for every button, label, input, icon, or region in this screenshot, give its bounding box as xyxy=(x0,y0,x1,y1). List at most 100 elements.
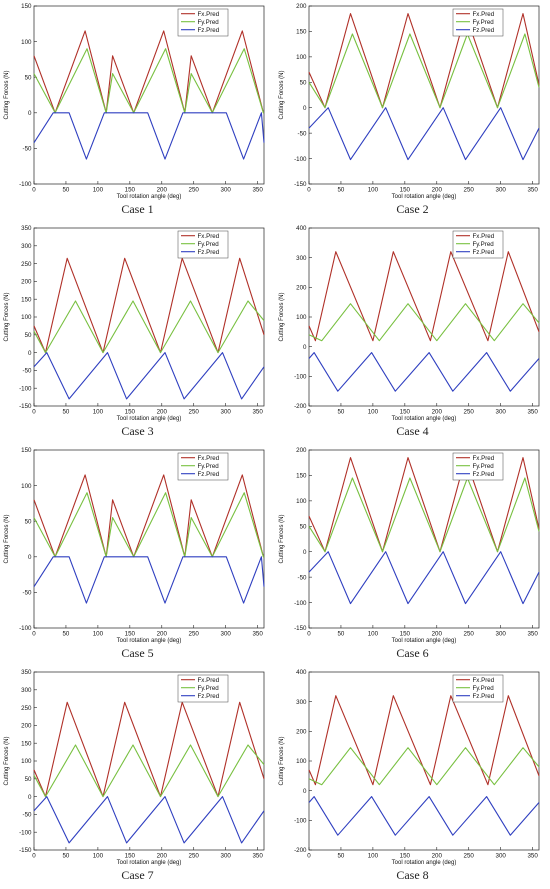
x-tick-label: 100 xyxy=(368,187,379,194)
series-line-fx-pred xyxy=(33,701,265,798)
y-tick-label: 200 xyxy=(21,279,32,286)
series-line-fx-pred xyxy=(308,251,540,342)
x-tick-label: 150 xyxy=(400,409,411,416)
x-tick-label: 100 xyxy=(368,631,379,638)
x-tick-label: 200 xyxy=(157,409,168,416)
y-axis-label: Cutting Forces (N) xyxy=(4,292,10,341)
y-tick-label: 350 xyxy=(21,225,32,232)
y-tick-label: 150 xyxy=(21,3,32,10)
chart-panel: 0 50 100 150 200 250 300 350 -100 -50 0 50 100 150 Too… xyxy=(0,444,275,666)
chart-svg: 0 50 100 150 200 250 300 350 -150 -100 -50 0 50 100 15… xyxy=(279,447,540,644)
x-axis-label: Tool rotation angle (deg) xyxy=(392,638,457,644)
x-tick-label: 250 xyxy=(464,409,475,416)
y-tick-label: -50 xyxy=(23,812,33,819)
x-tick-label: 0 xyxy=(32,187,36,194)
x-tick-label: 350 xyxy=(252,631,263,638)
series-line-fz-pred xyxy=(308,796,540,836)
y-tick-label: 200 xyxy=(296,3,307,10)
y-tick-label: 300 xyxy=(296,255,307,262)
x-tick-label: 150 xyxy=(400,187,411,194)
y-tick-label: -100 xyxy=(19,385,32,392)
x-tick-label: 250 xyxy=(464,631,475,638)
y-tick-label: -100 xyxy=(19,625,32,632)
y-tick-label: -50 xyxy=(23,590,33,597)
legend-label: Fz.Pred xyxy=(198,693,220,700)
y-axis-label: Cutting Forces (N) xyxy=(4,736,10,785)
y-tick-label: 50 xyxy=(25,518,32,525)
x-axis-label: Tool rotation angle (deg) xyxy=(117,860,182,866)
y-tick-label: -150 xyxy=(294,181,307,188)
x-tick-label: 100 xyxy=(93,187,104,194)
legend-label: Fx.Pred xyxy=(198,455,220,462)
chart-panel: 0 50 100 150 200 250 300 350 -200 -100 0 100 200 300 4… xyxy=(275,222,550,444)
legend-label: Fz.Pred xyxy=(473,693,495,700)
x-tick-label: 350 xyxy=(527,187,538,194)
x-tick-label: 50 xyxy=(337,187,344,194)
y-tick-label: 300 xyxy=(21,687,32,694)
y-tick-label: 50 xyxy=(25,332,32,339)
plot-frame xyxy=(308,5,540,185)
y-tick-label: 150 xyxy=(21,296,32,303)
case-caption: Case 3 xyxy=(121,424,154,438)
x-tick-label: 50 xyxy=(62,187,69,194)
chart-svg: 0 50 100 150 200 250 300 350 -200 -100 0 100 200 300 4… xyxy=(279,669,540,866)
y-tick-label: 100 xyxy=(296,498,307,505)
y-tick-label: 0 xyxy=(303,549,307,556)
series-line-fy-pred xyxy=(33,300,265,354)
x-tick-label: 250 xyxy=(189,631,200,638)
x-tick-label: 300 xyxy=(221,631,232,638)
x-tick-label: 100 xyxy=(93,409,104,416)
x-tick-label: 300 xyxy=(496,631,507,638)
y-tick-label: 200 xyxy=(296,729,307,736)
x-tick-label: 0 xyxy=(307,187,311,194)
y-tick-label: 50 xyxy=(25,776,32,783)
y-tick-label: 250 xyxy=(21,705,32,712)
x-tick-label: 150 xyxy=(125,409,136,416)
x-tick-label: 150 xyxy=(125,187,136,194)
y-tick-label: -50 xyxy=(298,130,308,137)
chart-panel: 0 50 100 150 200 250 300 350 -150 -100 -50 0 50 100 15… xyxy=(275,444,550,666)
x-tick-label: 50 xyxy=(337,853,344,860)
x-tick-label: 300 xyxy=(221,187,232,194)
y-tick-label: 100 xyxy=(21,483,32,490)
x-tick-label: 150 xyxy=(125,631,136,638)
x-tick-label: 300 xyxy=(221,853,232,860)
series-line-fx-pred xyxy=(33,30,264,114)
legend-label: Fx.Pred xyxy=(473,11,495,18)
x-tick-label: 0 xyxy=(307,631,311,638)
x-tick-label: 200 xyxy=(157,187,168,194)
x-tick-label: 350 xyxy=(527,409,538,416)
series-line-fy-pred xyxy=(33,48,264,114)
y-tick-label: -200 xyxy=(294,847,307,854)
x-axis-label: Tool rotation angle (deg) xyxy=(117,194,182,200)
plot-frame xyxy=(308,671,540,851)
plot-frame xyxy=(33,227,265,407)
y-tick-label: 0 xyxy=(28,350,32,357)
x-axis-label: Tool rotation angle (deg) xyxy=(392,860,457,866)
x-tick-label: 50 xyxy=(62,631,69,638)
x-tick-label: 300 xyxy=(221,409,232,416)
y-tick-label: 100 xyxy=(296,54,307,61)
x-tick-label: 0 xyxy=(307,853,311,860)
series-line-fz-pred xyxy=(33,796,265,844)
y-axis-label: Cutting Forces (N) xyxy=(4,70,10,119)
chart-panel: 0 50 100 150 200 250 300 350 -150 -100 -50 0 50 100 15… xyxy=(0,666,275,888)
series-line-fx-pred xyxy=(308,457,540,553)
legend-label: Fz.Pred xyxy=(198,27,220,34)
y-tick-label: -150 xyxy=(294,625,307,632)
series-line-fz-pred xyxy=(33,112,265,160)
legend-label: Fy.Pred xyxy=(473,685,495,692)
x-tick-label: 50 xyxy=(337,409,344,416)
x-tick-label: 200 xyxy=(432,631,443,638)
y-tick-label: 0 xyxy=(303,788,307,795)
x-tick-label: 300 xyxy=(496,187,507,194)
y-tick-label: -100 xyxy=(294,156,307,163)
y-tick-label: 50 xyxy=(300,523,307,530)
series-line-fx-pred xyxy=(308,13,540,109)
legend-label: Fx.Pred xyxy=(198,233,220,240)
x-axis-label: Tool rotation angle (deg) xyxy=(117,638,182,644)
legend-label: Fx.Pred xyxy=(198,11,220,18)
legend-label: Fx.Pred xyxy=(473,677,495,684)
legend-label: Fx.Pred xyxy=(473,455,495,462)
y-tick-label: 300 xyxy=(21,243,32,250)
